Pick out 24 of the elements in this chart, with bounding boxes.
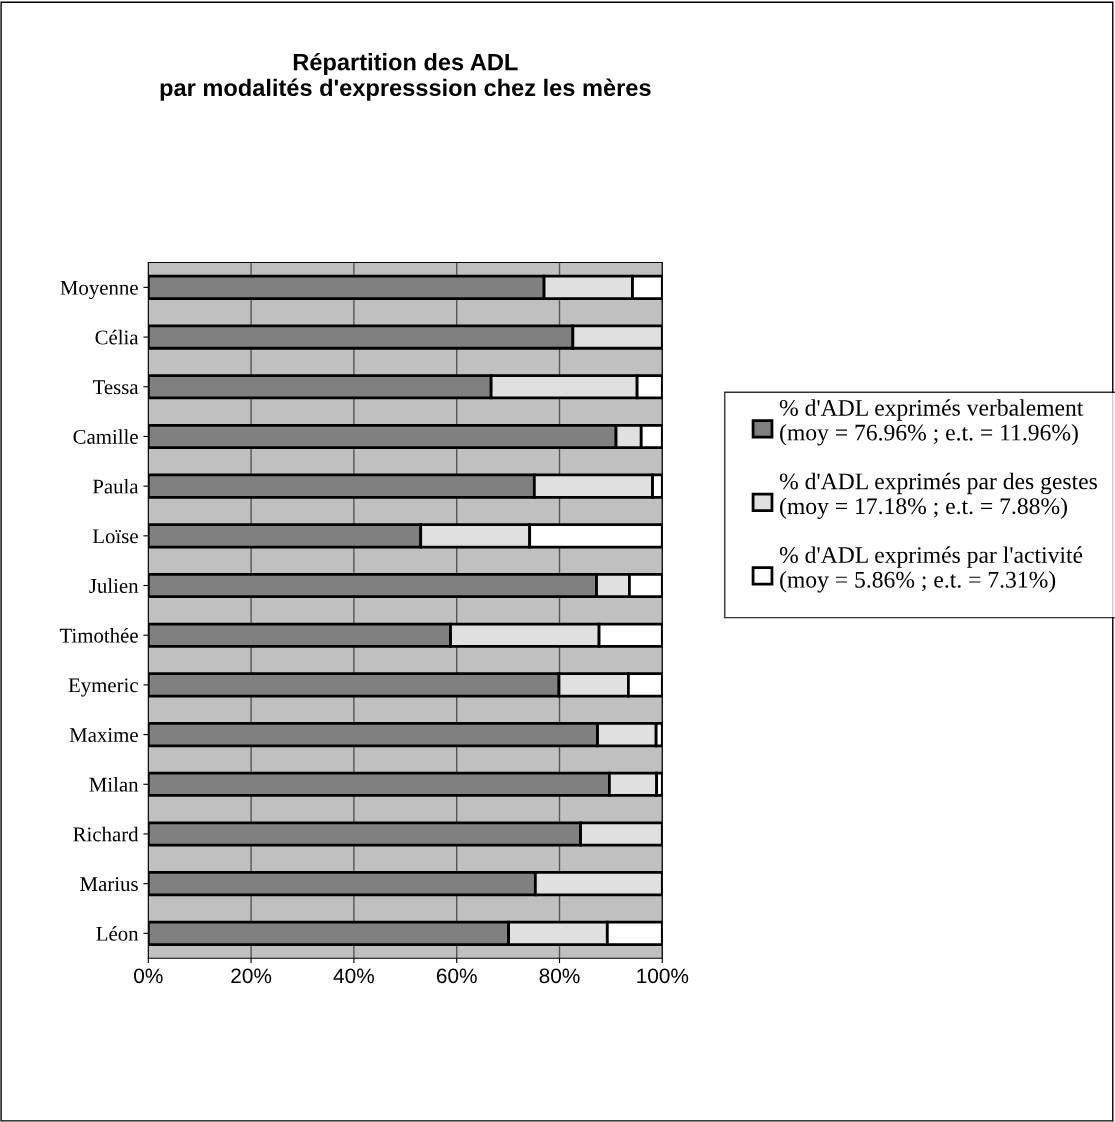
y-tick-label: Léon [96, 926, 139, 941]
y-tick-label: Timothée [59, 627, 138, 643]
y-tick-label: Maxime [69, 728, 138, 743]
y-tick-label: Marius [80, 877, 138, 892]
legend-label: % d'ADL exprimés par des gestes (moy = 17.18% ; e.t. = 7.88%) [779, 472, 1097, 519]
x-tick-label: 0% [134, 968, 163, 984]
x-tick-label: 80% [539, 968, 580, 984]
legend-label: % d'ADL exprimés verbalement (moy = 76.96% ; e.t. = 11.96%) [779, 399, 1084, 446]
x-tick-label: 20% [231, 968, 272, 984]
y-tick-label: Julien [89, 578, 139, 593]
y-tick-label: Loïse [92, 529, 138, 544]
y-tick-label: Moyenne [60, 280, 138, 300]
x-tick-label: 40% [333, 968, 375, 984]
y-tick-label: Paula [92, 478, 139, 494]
y-tick-label: Milan [89, 777, 139, 792]
x-tick-label: 60% [436, 968, 477, 984]
chart-title: Répartition des ADL par modalités d'expresssion chez les mères [160, 52, 651, 101]
y-tick-label: Eymeric [68, 678, 138, 697]
x-tick-label: 100% [637, 968, 689, 984]
y-tick-label: Camille [73, 429, 138, 444]
y-tick-label: Tessa [92, 380, 139, 395]
y-tick-label: Richard [73, 826, 139, 842]
legend-label: % d'ADL exprimés par l'activité (moy = 5.86% ; e.t. = 7.31%) [779, 546, 1083, 593]
y-tick-label: Célia [95, 329, 139, 345]
